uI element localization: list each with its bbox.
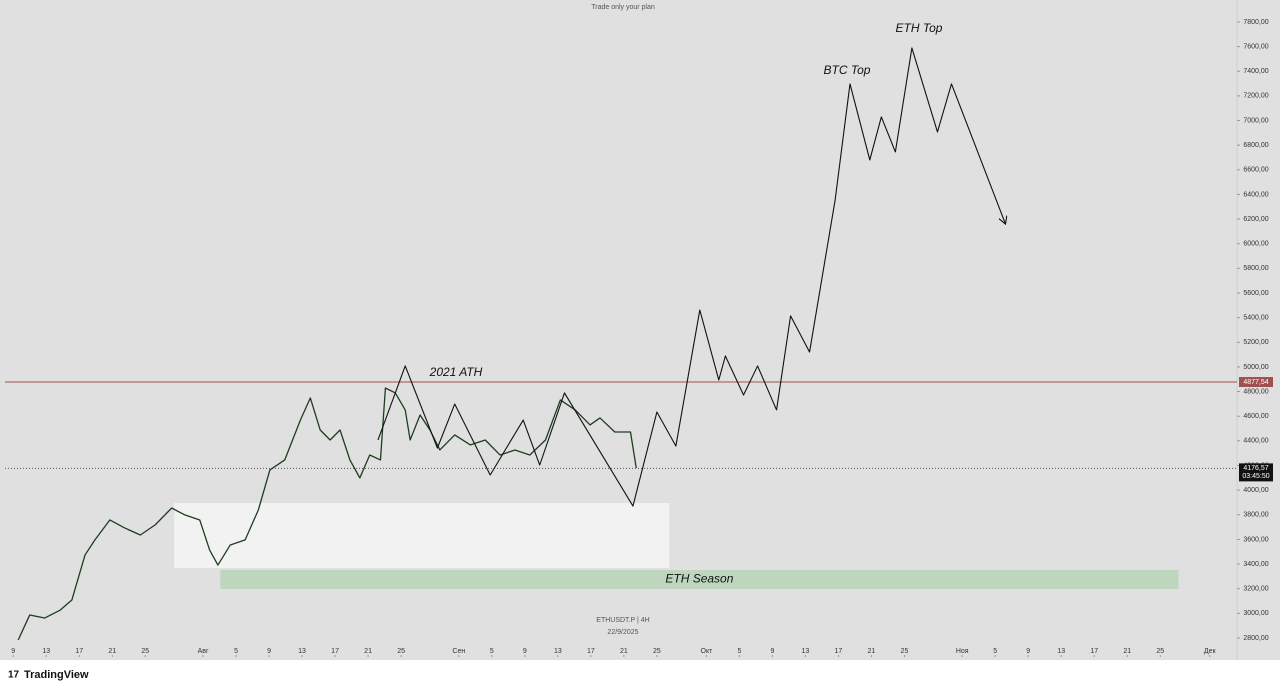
x-tick-label: 9 (267, 648, 271, 655)
y-tick-label: 3800,00 (1243, 512, 1268, 519)
countdown: 03:45:50 (1242, 473, 1269, 480)
y-tick-label: 6400,00 (1243, 191, 1268, 198)
y-tick-label: 4600,00 (1243, 413, 1268, 420)
x-tick-label: 25 (1156, 648, 1164, 655)
annotation: BTC Top (824, 63, 871, 77)
date: 22/9/2025 (607, 629, 638, 636)
y-tick-label: 3000,00 (1243, 610, 1268, 617)
x-tick-label: 13 (802, 648, 810, 655)
x-tick-label: 9 (770, 648, 774, 655)
price-line (17, 387, 637, 641)
y-tick-label: 5200,00 (1243, 339, 1268, 346)
y-tick-label: 4000,00 (1243, 487, 1268, 494)
annotation: ETH Top (896, 21, 943, 35)
y-tick-label: 5000,00 (1243, 364, 1268, 371)
projection-line (377, 47, 1005, 507)
x-tick-label: Окт (701, 648, 714, 655)
y-tick-label: 3600,00 (1243, 536, 1268, 543)
x-tick-label: 25 (141, 648, 149, 655)
x-tick-label: 21 (108, 648, 116, 655)
x-tick-label: 17 (75, 648, 83, 655)
y-tick-label: 5800,00 (1243, 265, 1268, 272)
y-tick-label: 6000,00 (1243, 241, 1268, 248)
y-tick-label: 5600,00 (1243, 290, 1268, 297)
zone (174, 502, 670, 569)
y-tick-label: 4400,00 (1243, 438, 1268, 445)
plot (5, 47, 1237, 641)
x-tick-label: 5 (490, 648, 494, 655)
level-label: 4877,54 (1243, 379, 1268, 386)
brand: TradingView (24, 669, 89, 681)
y-tick-label: 3200,00 (1243, 586, 1268, 593)
x-tick-label: 13 (42, 648, 50, 655)
zone (220, 569, 1179, 589)
last-price-label: 4176,57 (1243, 465, 1268, 472)
x-tick-label: 17 (835, 648, 843, 655)
y-tick-label: 6600,00 (1243, 167, 1268, 174)
y-tick-label: 7200,00 (1243, 93, 1268, 100)
y-tick-label: 6800,00 (1243, 142, 1268, 149)
y-tick-label: 5400,00 (1243, 314, 1268, 321)
x-tick-label: Ноя (956, 648, 969, 655)
last-price-tag (1239, 463, 1273, 482)
x-tick-label: 13 (554, 648, 562, 655)
x-tick-label: 5 (993, 648, 997, 655)
logo-mark: 17 (8, 670, 20, 681)
x-tick-label: 5 (737, 648, 741, 655)
x-tick-label: 9 (11, 648, 15, 655)
x-tick-label: 25 (653, 648, 661, 655)
x-tick-label: 25 (397, 648, 405, 655)
x-tick-label: 13 (298, 648, 306, 655)
x-tick-label: 13 (1057, 648, 1065, 655)
zone-label: ETH Season (665, 572, 733, 586)
x-tick-label: 21 (364, 648, 372, 655)
x-tick-label: 21 (868, 648, 876, 655)
x-tick-label: 25 (901, 648, 909, 655)
y-tick-label: 3400,00 (1243, 561, 1268, 568)
symbol: ETHUSDT.P | 4H (596, 617, 649, 624)
x-tick-label: 21 (620, 648, 628, 655)
x-tick-label: 17 (331, 648, 339, 655)
x-tick-label: 9 (523, 648, 527, 655)
y-tick-label: 7800,00 (1243, 19, 1268, 26)
y-tick-label: 6200,00 (1243, 216, 1268, 223)
annotation: 2021 ATH (429, 365, 483, 379)
x-tick-label: Сен (452, 648, 465, 655)
x-tick-label: 9 (1026, 648, 1030, 655)
x-tick-label: 21 (1123, 648, 1131, 655)
x-tick-label: 17 (587, 648, 595, 655)
y-tick-label: 7000,00 (1243, 117, 1268, 124)
y-tick-label: 4800,00 (1243, 388, 1268, 395)
x-tick-label: 5 (234, 648, 238, 655)
y-tick-label: 7600,00 (1243, 43, 1268, 50)
x-tick-label: Дек (1204, 648, 1217, 655)
x-tick-label: Авг (198, 648, 209, 655)
x-tick-label: 17 (1090, 648, 1098, 655)
header: Trade only your plan (591, 4, 655, 11)
y-tick-label: 7400,00 (1243, 68, 1268, 75)
y-tick-label: 2800,00 (1243, 635, 1268, 642)
level-tag (1239, 377, 1273, 388)
